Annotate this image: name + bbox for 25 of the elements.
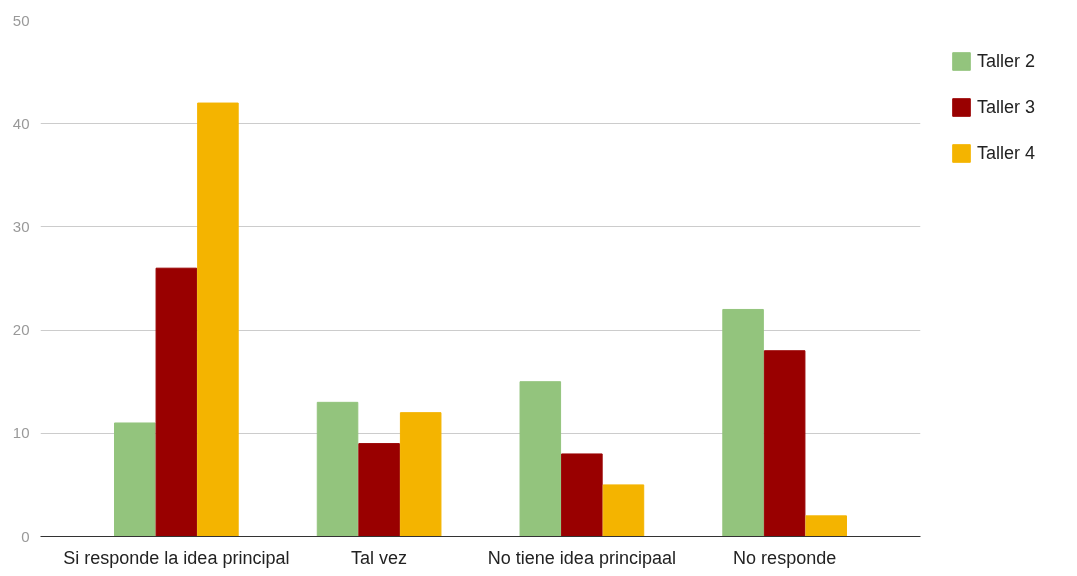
x-tick-label: Tal vez [351, 547, 408, 568]
bar [602, 484, 645, 537]
bar [805, 515, 847, 537]
y-tick-label: 20 [12, 321, 30, 339]
bar [114, 422, 156, 537]
bar [155, 267, 198, 537]
legend-label: Taller 2 [977, 50, 1036, 72]
bar [519, 381, 562, 537]
bar [316, 401, 359, 537]
legend-label: Taller 3 [977, 96, 1036, 118]
x-tick-label: No responde [733, 547, 837, 568]
y-tick-label: 30 [12, 217, 30, 235]
x-tick-label: No tiene idea principaal [487, 547, 676, 568]
bar [399, 412, 442, 537]
y-tick-label: 0 [21, 527, 30, 545]
x-tick-label: Si responde la idea principal [63, 547, 290, 568]
y-tick-label: 10 [12, 424, 30, 442]
bar [763, 350, 806, 537]
y-tick-label: 50 [12, 11, 30, 29]
bar [197, 102, 239, 537]
legend-label: Taller 4 [977, 142, 1036, 164]
bar [561, 453, 603, 537]
bar [358, 443, 400, 537]
bar [722, 308, 764, 537]
y-tick-label: 40 [12, 114, 30, 132]
